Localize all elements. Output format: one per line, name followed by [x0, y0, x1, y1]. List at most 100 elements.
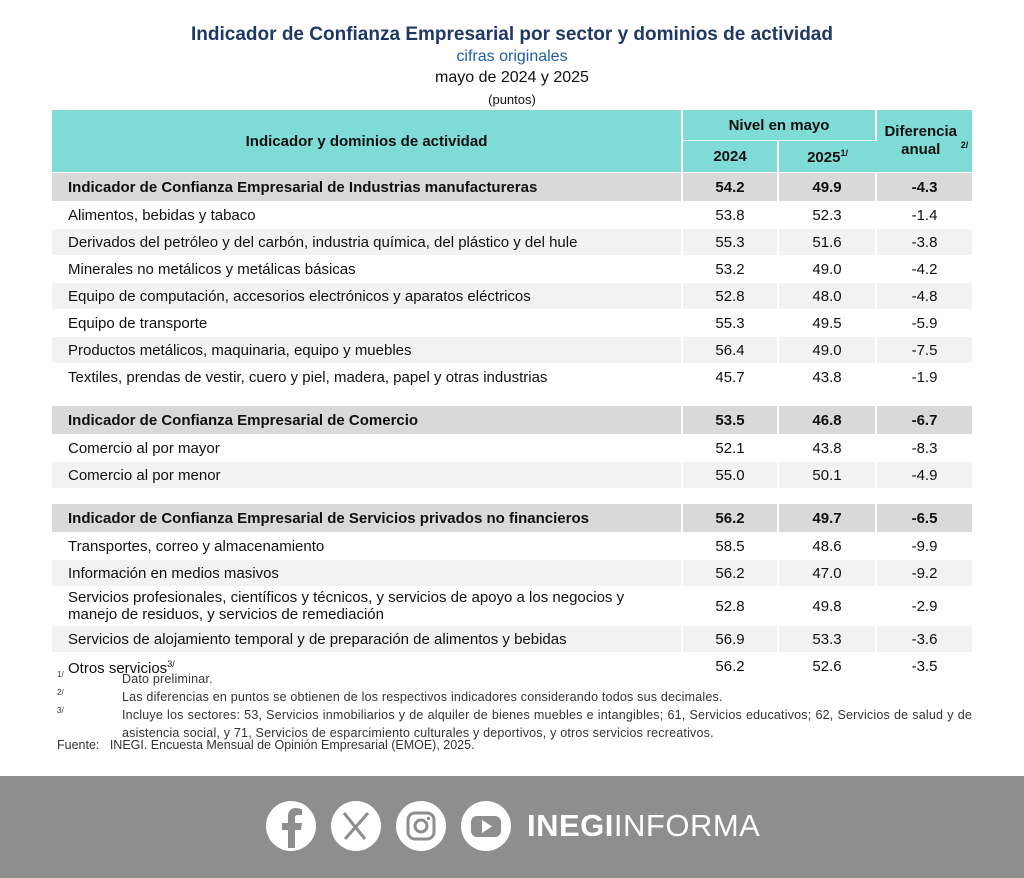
section-row: Indicador de Confianza Empresarial de Co…	[52, 405, 973, 435]
footnote: 1/Dato preliminar.	[57, 670, 972, 688]
row-label-cell: Productos metálicos, maquinaria, equipo …	[52, 336, 683, 364]
row-value: 49.0	[778, 336, 878, 364]
row-value: 52.8	[682, 586, 779, 626]
table-body: Indicador de Confianza Empresarial de In…	[52, 172, 973, 680]
section-value: -4.3	[876, 172, 973, 202]
col-header: Diferencia anual 2/	[876, 110, 973, 173]
row-value: 55.0	[682, 461, 779, 489]
row-value: 43.8	[778, 363, 878, 391]
footnote-mark: 1/	[57, 670, 64, 679]
data-row: Textiles, prendas de vestir, cuero y pie…	[52, 363, 973, 391]
footnote-text: Las diferencias en puntos se obtienen de…	[122, 690, 723, 704]
row-value: 51.6	[778, 228, 878, 256]
brand: INEGIINFORMA	[527, 808, 760, 844]
note-mark: 1/	[840, 147, 848, 158]
row-value: 56.4	[682, 336, 779, 364]
row-value: 47.0	[778, 559, 878, 587]
row-label: Equipo de computación, accesorios electr…	[68, 287, 531, 305]
row-value: 45.7	[682, 363, 779, 391]
section-value: 56.2	[682, 503, 779, 533]
row-value: -4.9	[876, 461, 973, 489]
data-table: Indicador y dominios de actividad Nivel …	[52, 110, 973, 680]
section-value: -6.5	[876, 503, 973, 533]
data-row: Equipo de computación, accesorios electr…	[52, 282, 973, 310]
source-text: INEGI. Encuesta Mensual de Opinión Empre…	[109, 738, 475, 752]
row-value: -2.9	[876, 586, 973, 626]
row-label-cell: Información en medios masivos	[52, 559, 683, 587]
section-value: 49.7	[778, 503, 878, 533]
source: Fuente: INEGI. Encuesta Mensual de Opini…	[57, 738, 475, 752]
youtube-icon[interactable]	[461, 801, 511, 851]
data-row: Servicios de alojamiento temporal y de p…	[52, 625, 973, 653]
row-value: -1.9	[876, 363, 973, 391]
row-label: Productos metálicos, maquinaria, equipo …	[68, 341, 412, 359]
x-icon[interactable]	[331, 801, 381, 851]
row-label-cell: Servicios profesionales, científicos y t…	[52, 586, 683, 626]
row-value: 55.3	[682, 309, 779, 337]
row-value: -9.9	[876, 532, 973, 560]
facebook-icon[interactable]	[266, 801, 316, 851]
row-label-cell: Comercio al por mayor	[52, 434, 683, 462]
subtitle: cifras originales	[456, 48, 568, 65]
units: (puntos)	[488, 92, 536, 107]
brand-bold: INEGI	[527, 808, 614, 843]
row-label: Textiles, prendas de vestir, cuero y pie…	[68, 368, 548, 386]
row-value: -3.5	[876, 652, 973, 680]
note-mark: 2/	[960, 140, 969, 150]
row-label-cell: Derivados del petróleo y del carbón, ind…	[52, 228, 683, 256]
row-value: -8.3	[876, 434, 973, 462]
row-label: Alimentos, bebidas y tabaco	[68, 206, 256, 224]
row-value: 52.1	[682, 434, 779, 462]
data-row: Alimentos, bebidas y tabaco 53.8 52.3 -1.4	[52, 201, 973, 229]
row-label-cell: Comercio al por menor	[52, 461, 683, 489]
row-label-cell: Otros servicios3/	[52, 652, 683, 680]
spacer-cell	[52, 488, 973, 504]
row-label: Comercio al por mayor	[68, 439, 220, 457]
row-label: Minerales no metálicos y metálicas básic…	[68, 260, 356, 278]
col-header: Indicador y dominios de actividad	[52, 110, 683, 173]
source-label: Fuente:	[57, 738, 100, 752]
note-mark: 3/	[167, 658, 175, 669]
row-label: Información en medios masivos	[68, 564, 279, 582]
row-label-cell: Transportes, correo y almacenamiento	[52, 532, 683, 560]
spacer-row	[52, 488, 973, 504]
col-header-text: 2025	[807, 148, 841, 166]
spacer-row	[52, 390, 973, 406]
section-value: -6.7	[876, 405, 973, 435]
footnote-mark: 3/	[57, 706, 64, 715]
row-value: 53.8	[682, 201, 779, 229]
row-value: 55.3	[682, 228, 779, 256]
section-value: 46.8	[778, 405, 878, 435]
section-value: 49.9	[778, 172, 878, 202]
row-label-cell: Servicios de alojamiento temporal y de p…	[52, 625, 683, 653]
data-row: Equipo de transporte 55.3 49.5 -5.9	[52, 309, 973, 337]
row-label: Transportes, correo y almacenamiento	[68, 537, 325, 555]
row-label: Servicios de alojamiento temporal y de p…	[68, 630, 567, 648]
row-value: 53.2	[682, 255, 779, 283]
row-value: -3.6	[876, 625, 973, 653]
row-value: 49.5	[778, 309, 878, 337]
col-header: 2024	[682, 140, 779, 173]
row-label-cell: Textiles, prendas de vestir, cuero y pie…	[52, 363, 683, 391]
section-value: 54.2	[682, 172, 779, 202]
data-row: Minerales no metálicos y metálicas básic…	[52, 255, 973, 283]
row-value: 56.2	[682, 652, 779, 680]
row-value: 56.2	[682, 559, 779, 587]
data-row: Otros servicios3/56.2 52.6 -3.5	[52, 652, 973, 680]
row-label: Comercio al por menor	[68, 466, 221, 484]
row-value: 50.1	[778, 461, 878, 489]
footnote-mark: 2/	[57, 688, 64, 697]
row-value: 52.8	[682, 282, 779, 310]
section-row: Indicador de Confianza Empresarial de Se…	[52, 503, 973, 533]
row-value: -7.5	[876, 336, 973, 364]
row-value: -3.8	[876, 228, 973, 256]
period: mayo de 2024 y 2025	[435, 69, 589, 86]
section-label: Indicador de Confianza Empresarial de In…	[52, 172, 683, 202]
row-value: 56.9	[682, 625, 779, 653]
data-row: Comercio al por menor 55.0 50.1 -4.9	[52, 461, 973, 489]
row-value: 48.0	[778, 282, 878, 310]
section-label: Indicador de Confianza Empresarial de Se…	[52, 503, 683, 533]
row-value: -1.4	[876, 201, 973, 229]
col-header-text: Diferencia anual	[884, 123, 958, 158]
instagram-icon[interactable]	[396, 801, 446, 851]
